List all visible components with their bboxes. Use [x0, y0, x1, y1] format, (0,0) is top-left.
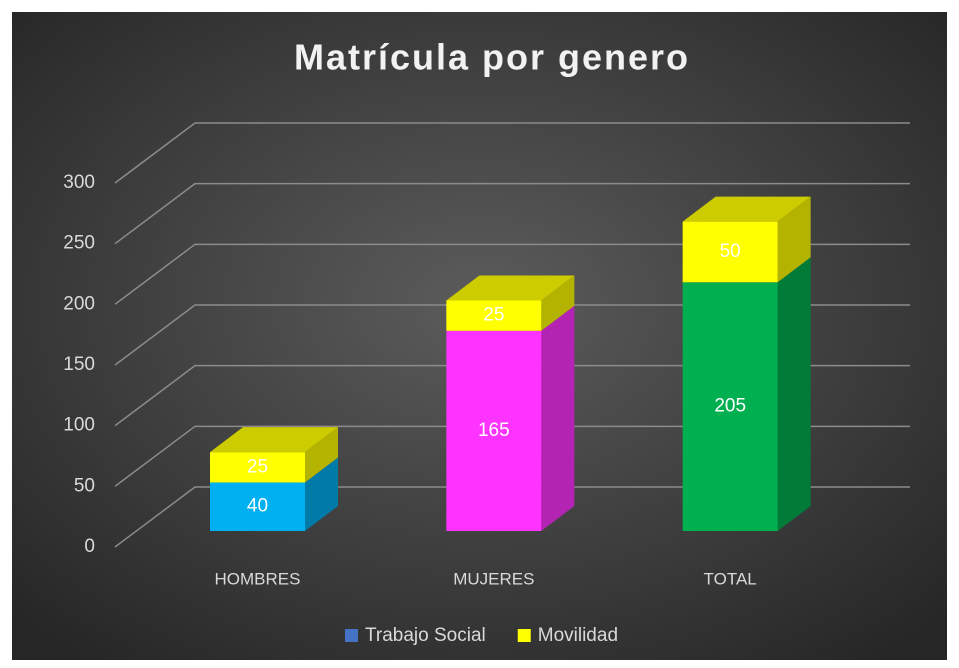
bar-side [305, 457, 338, 531]
grid-line [114, 364, 910, 427]
data-label: 40 [247, 496, 268, 517]
bar-side [541, 275, 575, 331]
data-label: 50 [720, 241, 741, 262]
x-tick-label: HOMBRES [215, 569, 301, 588]
legend-swatch [517, 629, 531, 642]
y-tick-label: 300 [63, 172, 95, 193]
bar [682, 282, 778, 531]
bar-side [777, 257, 811, 531]
bar-top [446, 275, 575, 301]
y-tick-label: 50 [74, 475, 95, 496]
y-tick-label: 250 [63, 233, 95, 254]
bar-top [682, 196, 811, 222]
grid-line [114, 243, 910, 305]
grid-line [114, 122, 910, 184]
bar [446, 330, 542, 531]
data-label: 25 [483, 305, 504, 326]
data-label: 25 [247, 456, 268, 477]
data-label: 165 [478, 420, 510, 441]
legend-label: Movilidad [538, 625, 618, 646]
grid-line [114, 182, 910, 245]
x-tick-label: TOTAL [704, 569, 757, 588]
grid-line [114, 304, 910, 366]
y-tick-label: 150 [63, 354, 95, 375]
x-tick-label: MUJERES [453, 569, 534, 588]
bar-top [210, 427, 338, 453]
chart-title: Matrícula por genero [294, 37, 690, 78]
data-label: 205 [714, 396, 746, 417]
legend-label: Trabajo Social [365, 625, 486, 646]
bar-side [777, 196, 811, 283]
bar-side [541, 305, 575, 531]
grid-line [114, 486, 910, 548]
y-tick-label: 200 [63, 293, 95, 314]
bar [446, 300, 542, 331]
bar-side [305, 427, 338, 483]
bar [682, 221, 778, 283]
y-tick-label: 0 [84, 536, 95, 557]
bar [210, 452, 305, 483]
grid-line [114, 425, 910, 487]
legend-swatch [345, 629, 358, 642]
bar [210, 482, 305, 531]
y-tick-label: 100 [63, 415, 95, 436]
